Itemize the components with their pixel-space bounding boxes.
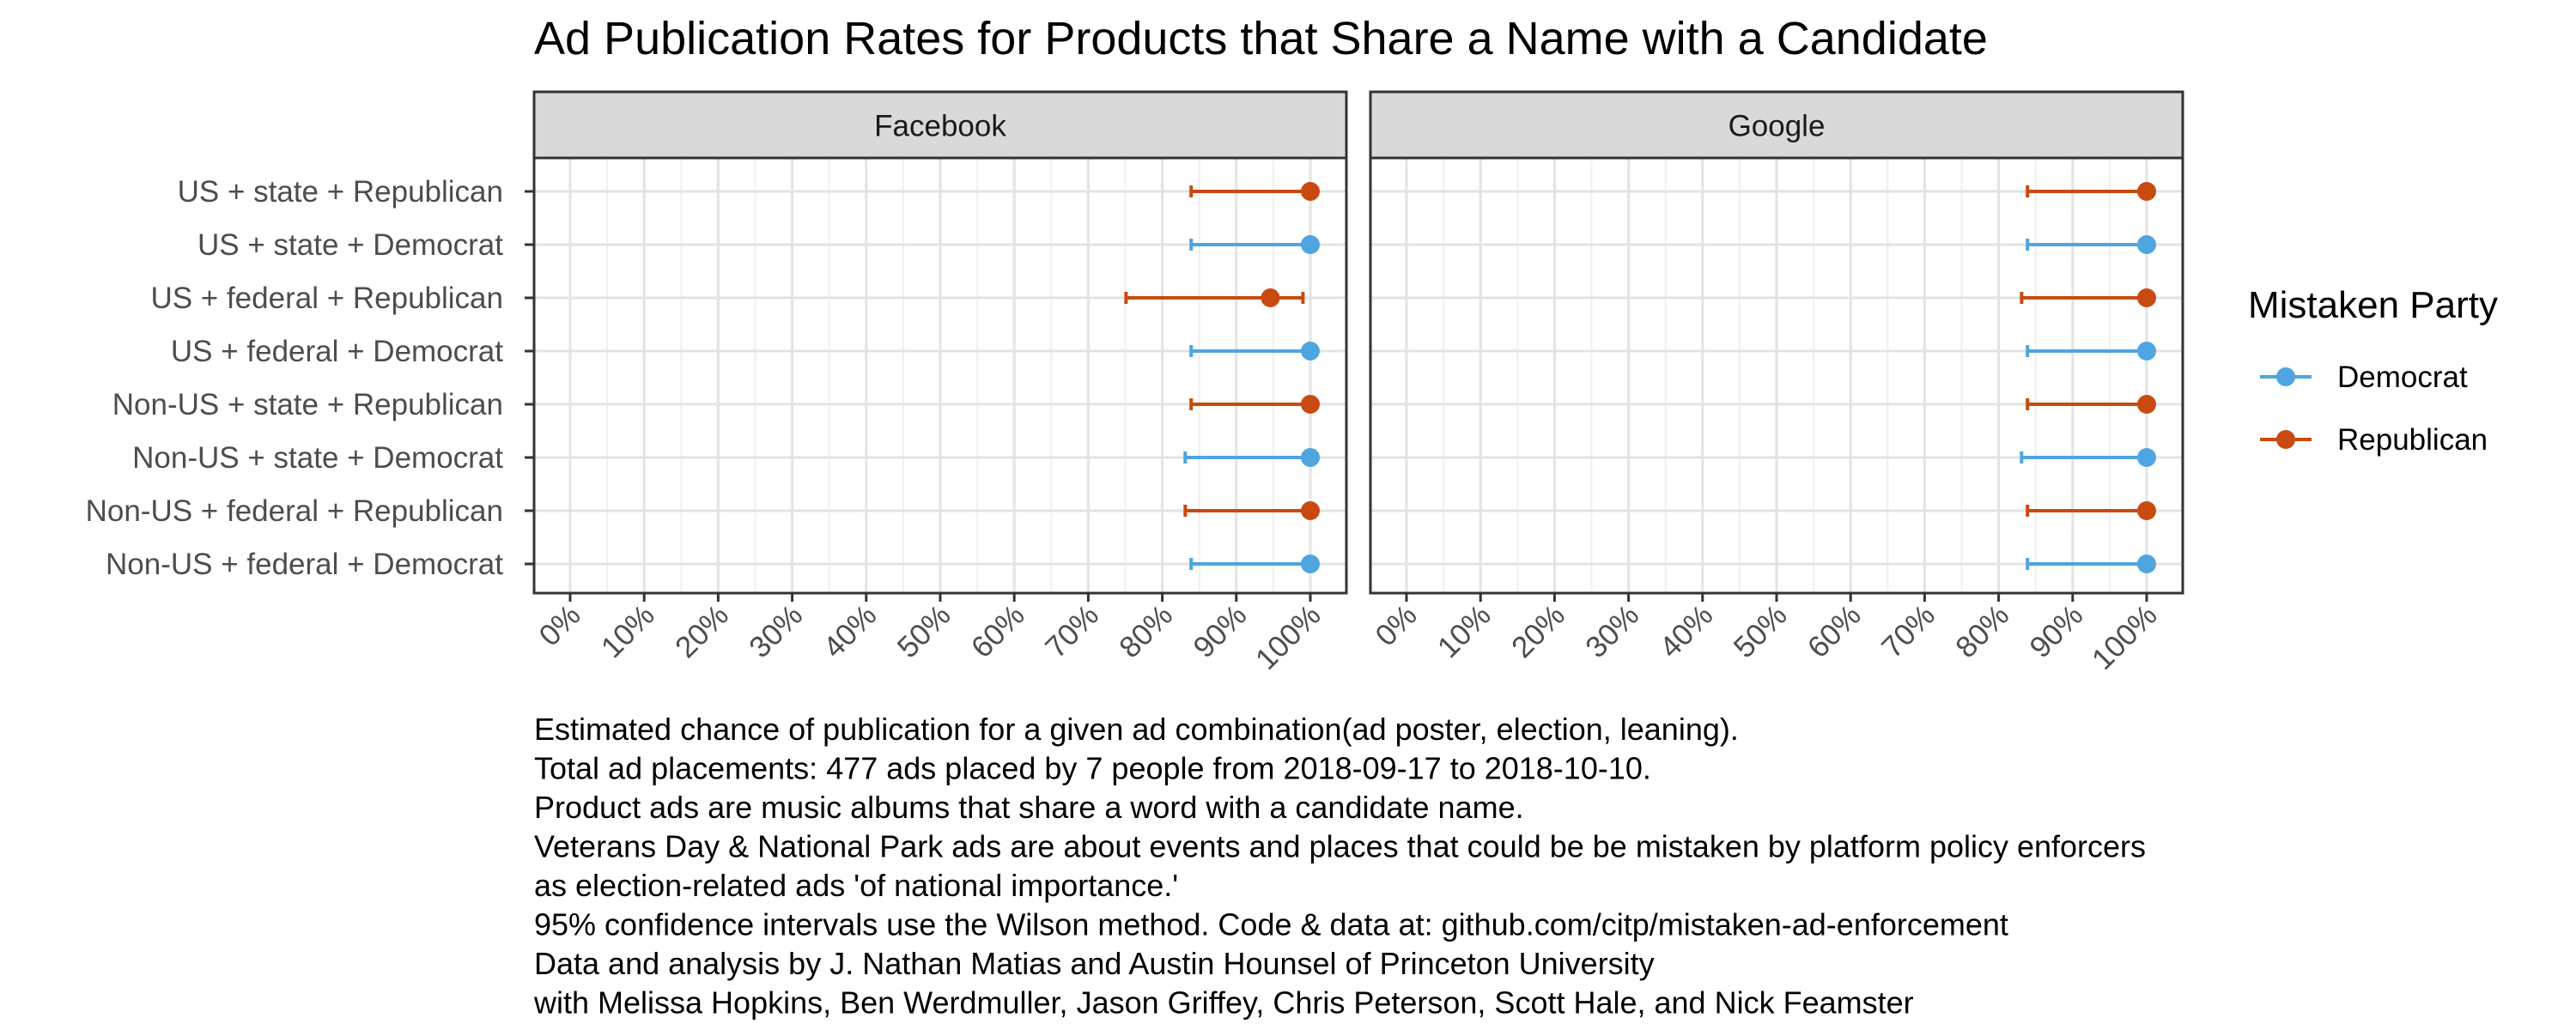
legend-key-democrat <box>2260 367 2312 386</box>
x-tick-label: 60% <box>965 598 1031 664</box>
y-axis-label: Non-US + state + Democrat <box>132 441 503 475</box>
data-point <box>1301 554 1320 573</box>
data-point <box>1301 235 1320 254</box>
legend-key-republican <box>2260 430 2312 449</box>
data-point <box>2137 235 2156 254</box>
legend-label: Democrat <box>2337 360 2468 394</box>
x-tick-label: 100% <box>2086 598 2164 676</box>
x-tick-label: 90% <box>2023 598 2089 664</box>
legend-label: Republican <box>2337 423 2488 457</box>
data-point <box>2137 395 2156 414</box>
x-tick-label: 10% <box>595 598 661 664</box>
caption-line: Data and analysis by J. Nathan Matias an… <box>534 946 1655 981</box>
x-tick-label: 20% <box>1505 598 1571 664</box>
data-point <box>2137 342 2156 360</box>
data-point <box>1301 448 1320 467</box>
x-tick-label: 10% <box>1431 598 1498 664</box>
caption-line: with Melissa Hopkins, Ben Werdmuller, Ja… <box>533 985 1914 1021</box>
facet-google: Google 0% 10% 20% 30% 40% 50% 60% 70% 80% 90%100% <box>1369 90 2184 676</box>
data-point <box>2137 288 2156 307</box>
caption: Estimated chance of publication for a gi… <box>533 712 2146 1021</box>
x-tick-label: 90% <box>1187 598 1253 664</box>
data-point <box>1301 395 1320 414</box>
caption-line: Total ad placements: 477 ads placed by 7… <box>534 751 1651 786</box>
caption-line: Veterans Day & National Park ads are abo… <box>534 829 2146 864</box>
y-axis-label: US + state + Republican <box>178 175 503 209</box>
legend-point <box>2276 430 2295 449</box>
x-tick-label: 100% <box>1249 598 1327 676</box>
x-tick-label: 30% <box>1579 598 1645 664</box>
data-point <box>2137 448 2156 467</box>
caption-line: 95% confidence intervals use the Wilson … <box>534 907 2008 942</box>
data-point <box>2137 501 2156 520</box>
chart-title: Ad Publication Rates for Products that S… <box>534 13 1988 64</box>
x-tick-label: 70% <box>1875 598 1941 664</box>
x-tick-label: 70% <box>1039 598 1105 664</box>
x-tick-label: 80% <box>1113 598 1179 664</box>
facet-label: Facebook <box>874 110 1006 143</box>
facet-label: Google <box>1728 110 1826 143</box>
x-tick-label: 80% <box>1949 598 2015 664</box>
y-axis-labels: US + state + Republican US + state + Demo… <box>86 175 534 581</box>
data-point <box>1301 182 1320 201</box>
facet-strip <box>532 90 1348 160</box>
caption-line: Estimated chance of publication for a gi… <box>534 712 1739 747</box>
data-point <box>1261 288 1280 307</box>
x-tick-label: 60% <box>1801 598 1868 664</box>
x-tick-label: 20% <box>669 598 735 664</box>
y-axis-label: US + federal + Republican <box>150 282 503 315</box>
y-axis-label: Non-US + federal + Democrat <box>106 548 503 581</box>
caption-line: as election-related ads 'of national imp… <box>534 868 1178 903</box>
caption-line: Product ads are music albums that share … <box>534 790 1524 825</box>
x-tick-label: 50% <box>1728 598 1794 664</box>
legend: Mistaken Party Democrat Republican <box>2248 284 2498 457</box>
data-point <box>1301 501 1320 520</box>
y-axis-label: US + federal + Democrat <box>171 335 503 368</box>
data-point <box>2137 182 2156 201</box>
data-point <box>2137 554 2156 573</box>
x-tick-label: 40% <box>1653 598 1719 664</box>
y-axis-label: Non-US + federal + Republican <box>86 494 503 528</box>
x-tick-label: 0% <box>532 598 586 652</box>
facet-facebook: Facebook 0% 10% 20% 30% 40% 50% 60% 70% 80% 90%100… <box>532 90 1348 676</box>
y-axis-label: Non-US + state + Republican <box>112 388 503 421</box>
x-tick-label: 0% <box>1369 598 1423 652</box>
legend-title: Mistaken Party <box>2248 284 2498 326</box>
y-axis-label: US + state + Democrat <box>197 228 503 262</box>
legend-point <box>2276 367 2295 386</box>
x-tick-label: 30% <box>743 598 809 664</box>
data-point <box>1301 342 1320 360</box>
x-tick-label: 50% <box>891 598 957 664</box>
x-tick-label: 40% <box>817 598 883 664</box>
